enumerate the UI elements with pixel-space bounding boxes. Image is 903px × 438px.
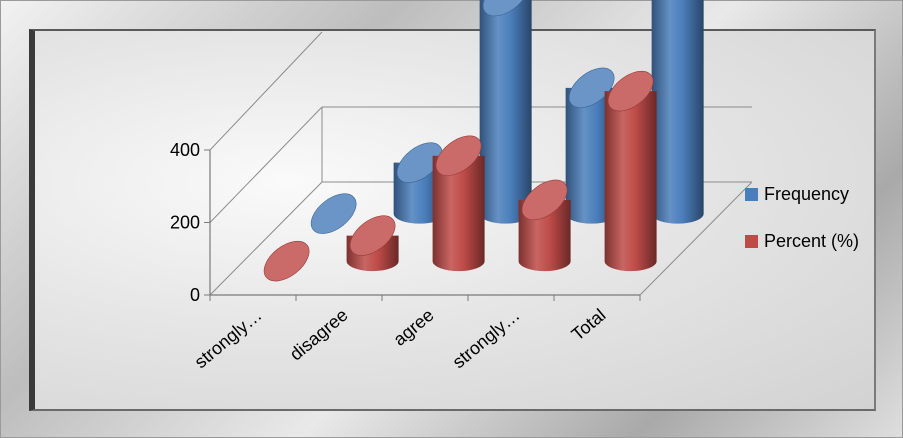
floor-left-edge — [209, 181, 323, 296]
side-gridline — [209, 31, 323, 151]
x-tick-label: agree — [389, 305, 437, 350]
x-tick-label: Total — [568, 305, 610, 345]
x-tick-label: disagree — [286, 305, 352, 365]
bar-body — [479, 0, 532, 224]
bar-body — [604, 91, 657, 272]
bar-top — [607, 70, 654, 112]
bar-top — [521, 179, 568, 221]
legend-swatch — [745, 188, 758, 201]
y-tick-label: 200 — [170, 213, 200, 233]
bar-top — [435, 135, 482, 176]
bar-body — [432, 155, 485, 272]
x-tick-label: strongly… — [449, 305, 524, 372]
legend-label: Frequency — [764, 184, 849, 204]
y-tick-label: 0 — [190, 285, 200, 305]
floor-right-edge — [639, 181, 753, 296]
bar-top — [568, 67, 615, 109]
legend-label: Percent (%) — [764, 231, 859, 251]
bar-top — [482, 0, 529, 17]
y-tick-label: 400 — [170, 140, 200, 160]
bar-top — [349, 215, 396, 256]
x-tick-label: strongly… — [191, 305, 266, 372]
bar-body — [651, 0, 704, 224]
bar-top — [310, 193, 357, 234]
legend-swatch — [745, 235, 758, 248]
bar-top — [396, 142, 443, 183]
bar-top — [263, 240, 310, 282]
side-gridline — [209, 106, 323, 223]
